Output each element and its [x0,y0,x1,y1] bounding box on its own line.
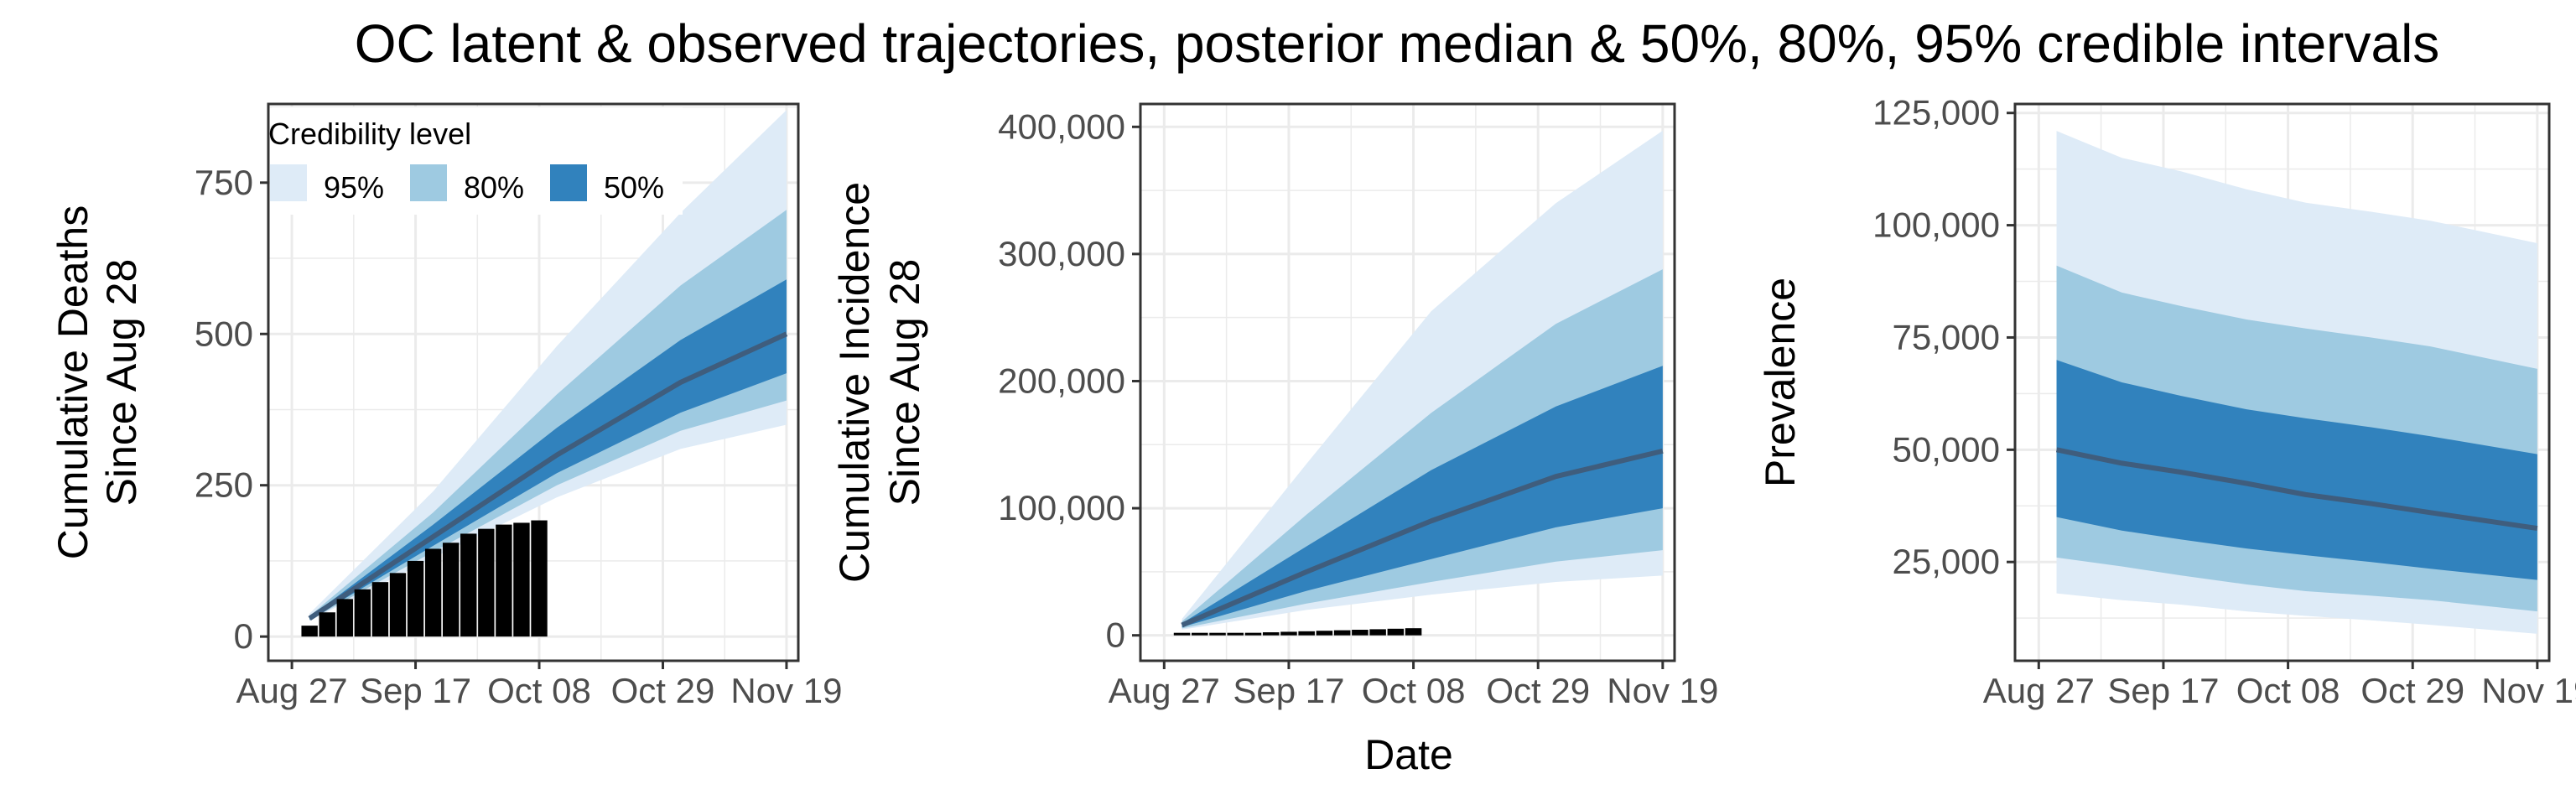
x-axis-title: Date [1364,731,1453,778]
ribbon-80 [309,210,787,621]
x-tick-label: Aug 27 [236,671,348,710]
median-line [1181,448,1664,628]
y-tick-label: 100,000 [1872,205,2000,245]
y-axis: 0 250 500 750 [195,163,268,656]
observed-bar [407,560,424,637]
observed-bar [354,589,371,637]
observed-bar [371,582,389,637]
x-tick-label: Aug 27 [1983,671,2095,710]
x-tick-label: Nov 19 [2481,671,2576,710]
observed-bar [1244,632,1262,636]
y-tick-label: 750 [195,163,253,202]
legend-label: 95% [324,170,384,205]
y-tick-label: 25,000 [1893,542,2000,581]
y-tick-label: 200,000 [998,361,1125,400]
x-tick-label: Sep 17 [360,671,471,710]
legend-background [272,107,683,215]
observed-bar [460,533,477,637]
observed-bar [1405,628,1422,636]
x-tick-label: Oct 08 [1362,671,1466,710]
x-tick-label: Oct 08 [2236,671,2340,710]
observed-bars [301,520,548,637]
x-tick-label: Nov 19 [1607,671,1718,710]
legend-label: 80% [464,170,524,205]
y-axis-title: Cumulative Deaths [49,205,96,559]
legend-key-80 [410,164,447,201]
x-tick-label: Sep 17 [1233,671,1344,710]
panel-border [2013,102,2551,662]
x-tick-label: Nov 19 [730,671,842,710]
y-tick-label: 75,000 [1893,317,2000,356]
median-line [2055,447,2538,532]
panel-incidence: 0 100,000 200,000 300,000 400,000 Aug 27 Sep 1… [831,102,1718,710]
y-tick-label: 0 [234,616,253,656]
observed-bar [1209,632,1226,636]
y-axis: 25,000 50,000 75,000 100,000 125,000 [1872,93,2015,581]
observed-bar [1369,629,1386,636]
legend-title: Credibility level [268,117,471,151]
observed-bar [1280,631,1297,636]
y-tick-label: 300,000 [998,234,1125,273]
observed-bar [1333,630,1351,636]
observed-bar [442,543,460,637]
y-tick-label: 400,000 [998,106,1125,146]
x-tick-label: Oct 29 [2360,671,2464,710]
x-tick-label: Sep 17 [2107,671,2219,710]
figure-title: OC latent & observed trajectories, poste… [355,13,2440,74]
observed-bars [1173,628,1422,636]
panel-prevalence: 25,000 50,000 75,000 100,000 125,000 Aug 27 Se… [1757,93,2576,710]
y-tick-label: 100,000 [998,488,1125,527]
y-axis-title: Cumulative Incidence [831,182,878,583]
y-tick-label: 125,000 [1872,93,2000,132]
y-axis: 0 100,000 200,000 300,000 400,000 [998,106,1140,655]
x-tick-label: Aug 27 [1109,671,1220,710]
observed-bar [496,524,512,637]
observed-bar [1192,632,1208,636]
legend-key-50 [550,164,587,201]
y-tick-label: 50,000 [1893,429,2000,469]
observed-bar [478,528,495,637]
observed-bar [389,573,407,637]
ribbon-95 [309,110,787,621]
observed-bar [1227,632,1244,636]
observed-bar [1387,628,1405,636]
x-axis: Aug 27 Sep 17 Oct 08 Oct 29 Nov 19 [1109,661,1718,710]
x-tick-label: Oct 29 [1486,671,1590,710]
y-tick-label: 0 [1106,615,1125,655]
median-line [308,331,788,621]
observed-bar [1298,631,1315,636]
observed-bar [513,522,530,637]
y-tick-label: 250 [195,465,253,505]
observed-bar [1173,632,1191,636]
legend-key-95 [270,164,307,201]
observed-bar [1262,632,1280,636]
panels: Credibility level 95% 80% 50% 0 250 500 750 Aug … [49,93,2576,710]
observed-bar [1316,631,1333,636]
panel-border [267,102,800,662]
observed-bar [531,520,548,637]
panel-border [1139,102,1676,662]
y-axis-title: Prevalence [1757,278,1804,487]
ribbon-50 [1182,366,1663,627]
ribbon-50 [2056,360,2537,580]
observed-bar [319,612,335,637]
observed-bar [301,626,318,637]
x-axis: Aug 27 Sep 17 Oct 08 Oct 29 Nov 19 [236,661,842,710]
observed-bar [424,548,442,637]
legend-label: 50% [604,170,664,205]
panel-deaths: Credibility level 95% 80% 50% 0 250 500 750 Aug … [49,102,842,710]
legend: Credibility level 95% 80% 50% [268,107,683,215]
ribbon-80 [1182,269,1663,629]
x-tick-label: Oct 08 [487,671,591,710]
y-axis-title: Since Aug 28 [98,259,145,506]
x-tick-label: Oct 29 [611,671,715,710]
observed-bar [336,599,353,637]
ribbon-50 [309,279,787,620]
y-tick-label: 500 [195,314,253,353]
y-axis-title: Since Aug 28 [881,259,928,506]
x-axis: Aug 27 Sep 17 Oct 08 Oct 29 Nov 19 [1983,661,2576,710]
observed-bar [1352,630,1368,636]
